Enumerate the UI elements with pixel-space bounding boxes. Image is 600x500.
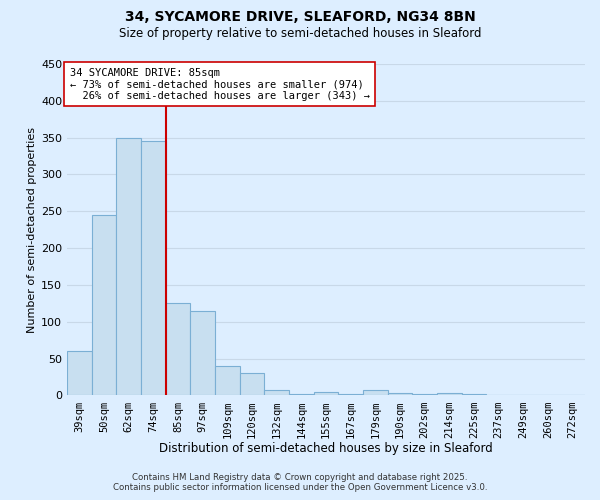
Bar <box>314 392 338 396</box>
Bar <box>141 142 166 396</box>
Bar <box>338 394 363 396</box>
Bar <box>166 304 190 396</box>
Bar <box>289 394 314 396</box>
Text: 34, SYCAMORE DRIVE, SLEAFORD, NG34 8BN: 34, SYCAMORE DRIVE, SLEAFORD, NG34 8BN <box>125 10 475 24</box>
Bar <box>462 394 487 396</box>
Bar <box>412 394 437 396</box>
Bar <box>487 394 511 396</box>
Bar <box>215 366 240 396</box>
Bar <box>536 394 560 396</box>
Bar <box>116 138 141 396</box>
X-axis label: Distribution of semi-detached houses by size in Sleaford: Distribution of semi-detached houses by … <box>159 442 493 455</box>
Bar <box>92 215 116 396</box>
Bar <box>511 394 536 396</box>
Bar <box>240 374 265 396</box>
Bar <box>190 311 215 396</box>
Text: 34 SYCAMORE DRIVE: 85sqm
← 73% of semi-detached houses are smaller (974)
  26% o: 34 SYCAMORE DRIVE: 85sqm ← 73% of semi-d… <box>70 68 370 101</box>
Text: Contains HM Land Registry data © Crown copyright and database right 2025.
Contai: Contains HM Land Registry data © Crown c… <box>113 473 487 492</box>
Bar <box>67 352 92 396</box>
Bar <box>560 394 585 396</box>
Bar <box>388 394 412 396</box>
Bar <box>363 390 388 396</box>
Text: Size of property relative to semi-detached houses in Sleaford: Size of property relative to semi-detach… <box>119 28 481 40</box>
Bar <box>265 390 289 396</box>
Y-axis label: Number of semi-detached properties: Number of semi-detached properties <box>27 126 37 332</box>
Bar <box>437 394 462 396</box>
